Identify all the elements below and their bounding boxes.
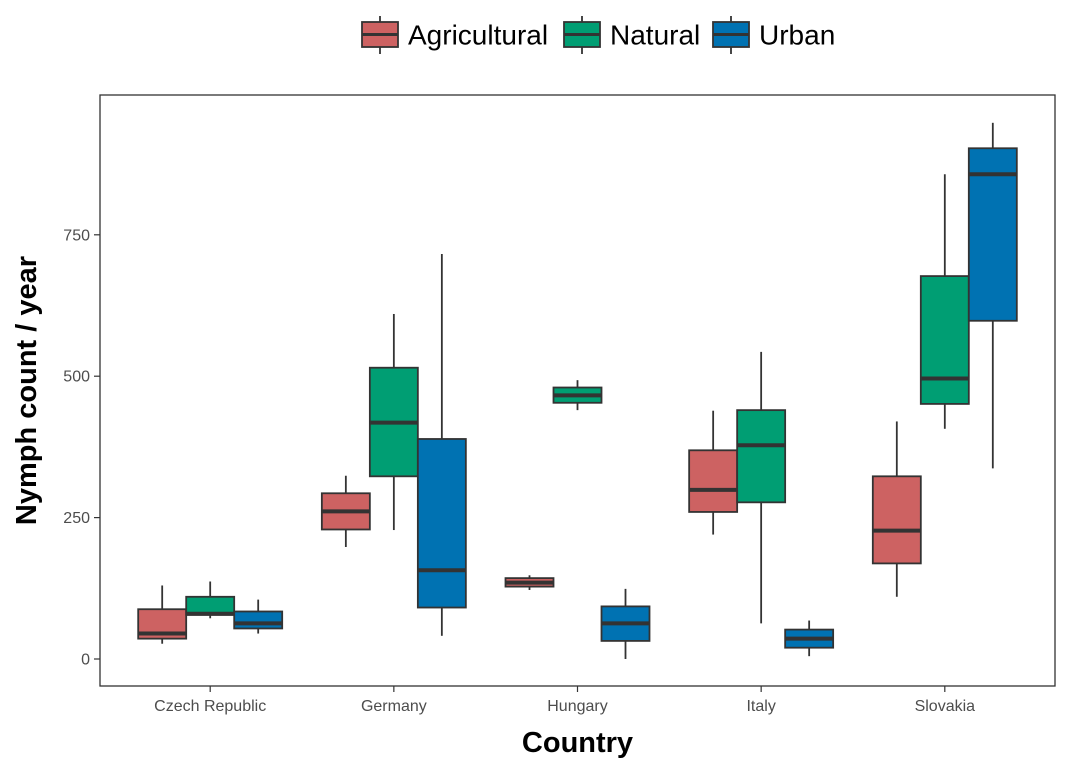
x-tick-label: Czech Republic — [154, 698, 266, 715]
box-iqr — [919, 275, 970, 405]
legend-label: Natural — [610, 20, 700, 51]
box-agricultural-czech-republic — [137, 585, 188, 644]
x-tick-label: Germany — [361, 698, 427, 715]
legend-label: Agricultural — [408, 20, 548, 51]
box-urban-slovakia — [967, 122, 1018, 469]
box-urban-germany — [416, 254, 467, 636]
box-agricultural-italy — [688, 410, 739, 535]
y-axis: 0 250 500 750 — [63, 227, 100, 669]
x-tick-label: Slovakia — [915, 698, 976, 715]
x-axis-title: Country — [522, 727, 633, 758]
box-urban-italy — [784, 620, 835, 657]
y-tick-label: 250 — [63, 510, 90, 527]
box-urban-hungary — [600, 588, 651, 659]
box-iqr — [688, 449, 739, 513]
box-agricultural-hungary — [504, 575, 555, 590]
box-iqr — [871, 475, 922, 565]
box-iqr — [233, 610, 284, 630]
x-axis: Czech Republic Germany Hungary Italy Slovaki… — [154, 686, 975, 715]
boxes-layer — [137, 122, 1018, 659]
legend-item-urban: Urban — [712, 16, 835, 54]
box-iqr — [416, 438, 467, 609]
box-agricultural-germany — [320, 475, 371, 548]
box-natural-hungary — [552, 380, 603, 411]
legend-item-agricultural: Agricultural — [361, 16, 548, 54]
box-natural-slovakia — [919, 174, 970, 429]
box-natural-italy — [736, 351, 787, 624]
legend-label: Urban — [759, 20, 835, 51]
box-agricultural-slovakia — [871, 421, 922, 597]
y-tick-label: 500 — [63, 369, 90, 386]
box-natural-czech-republic — [185, 581, 236, 619]
y-tick-label: 0 — [81, 652, 90, 669]
y-axis-title: Nymph count / year — [11, 256, 43, 525]
box-natural-germany — [368, 313, 419, 531]
x-tick-label: Italy — [746, 698, 775, 715]
box-iqr — [967, 147, 1018, 322]
y-tick-label: 750 — [63, 227, 90, 244]
box-iqr — [736, 409, 787, 504]
legend-item-natural: Natural — [563, 16, 700, 54]
box-urban-czech-republic — [233, 599, 284, 634]
legend: Agricultural Natural Urban — [361, 16, 835, 54]
x-tick-label: Hungary — [547, 698, 607, 715]
